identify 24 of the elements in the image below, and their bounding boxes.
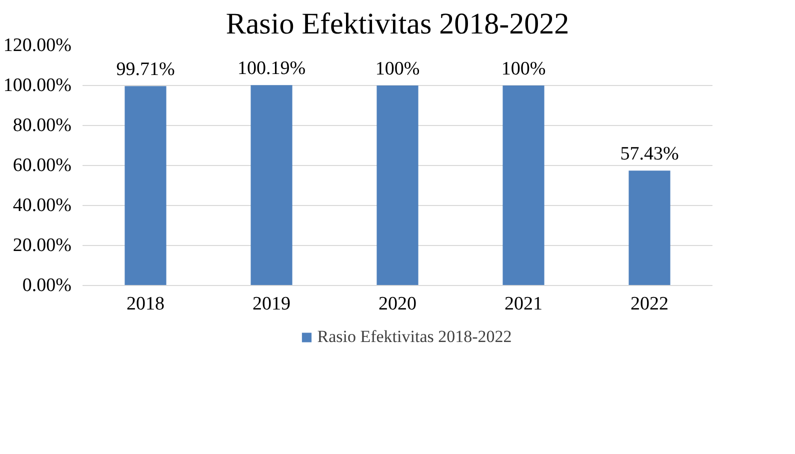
bar: [628, 170, 670, 286]
x-tick-label: 2021: [504, 294, 542, 314]
data-label: 100%: [501, 58, 546, 80]
x-tick-label: 2020: [378, 294, 416, 314]
y-tick-label: 20.00%: [12, 235, 72, 256]
data-label: 100.19%: [237, 58, 306, 80]
legend-label: Rasio Efektivitas 2018-2022: [317, 327, 512, 347]
x-tick-label: 2019: [252, 294, 290, 314]
y-tick-label: 60.00%: [12, 155, 72, 176]
y-tick-label: 40.00%: [12, 195, 72, 216]
bar: [124, 86, 166, 286]
chart-title: Rasio Efektivitas 2018-2022: [226, 8, 570, 40]
bar: [376, 86, 418, 286]
data-label: 57.43%: [620, 144, 679, 165]
bar: [502, 86, 544, 286]
y-tick-label: 80.00%: [12, 115, 72, 136]
y-tick-label: 120.00%: [3, 35, 72, 56]
x-tick-label: 2018: [126, 294, 164, 314]
y-tick-label: 0.00%: [22, 275, 72, 296]
data-label: 99.71%: [116, 59, 175, 80]
x-tick-label: 2022: [630, 294, 668, 314]
y-tick-label: 100.00%: [3, 75, 72, 96]
data-label: 100%: [375, 58, 420, 80]
bar: [250, 85, 292, 286]
